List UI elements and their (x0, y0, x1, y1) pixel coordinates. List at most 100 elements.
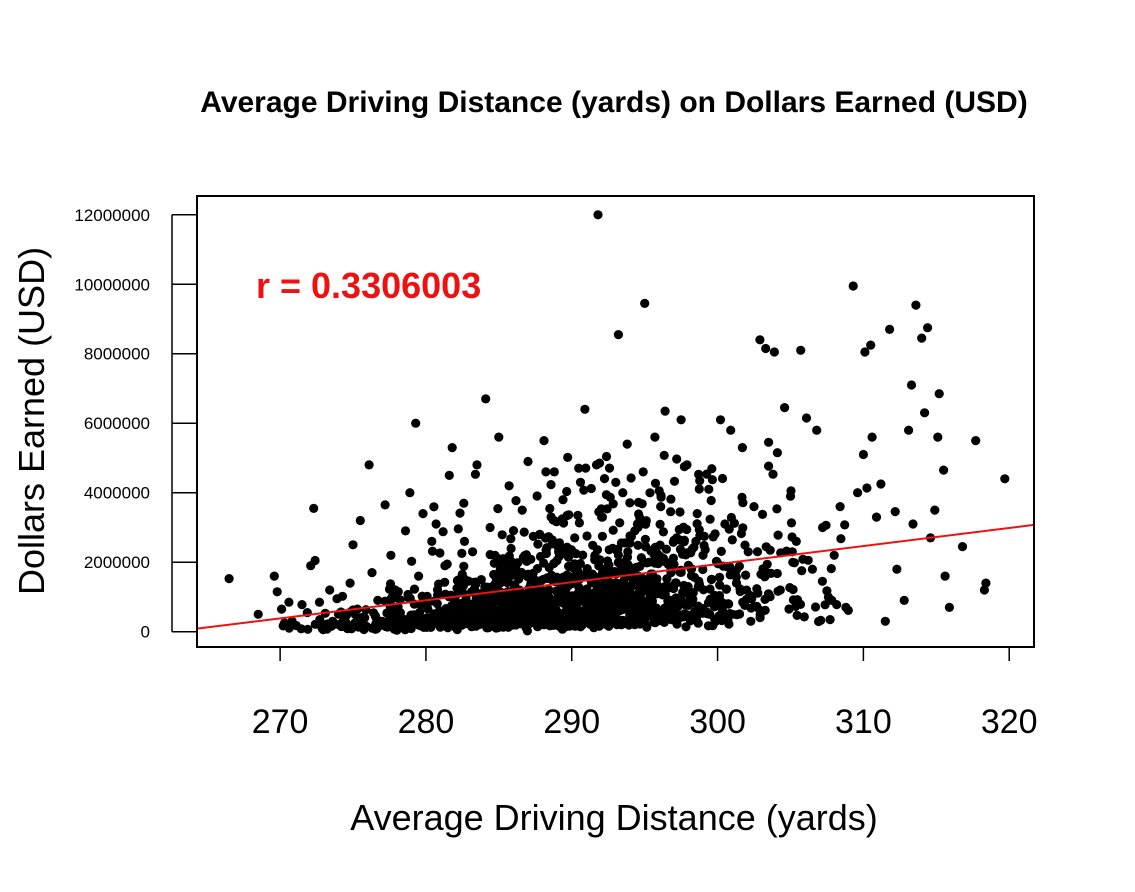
data-point (623, 547, 633, 557)
data-point (775, 585, 785, 595)
data-point (715, 580, 725, 590)
data-point (309, 503, 319, 513)
data-point (469, 584, 479, 594)
data-point (890, 507, 900, 517)
data-point (325, 585, 335, 595)
data-point (658, 527, 669, 537)
data-point (459, 561, 469, 571)
data-point (836, 534, 846, 544)
data-point (704, 484, 714, 494)
data-point (407, 556, 417, 566)
data-point (542, 543, 552, 553)
data-point (506, 543, 516, 554)
data-point (650, 432, 660, 442)
data-point (788, 584, 798, 595)
y-tick-label: 10000000 (74, 275, 150, 294)
data-point (314, 597, 325, 607)
data-point (523, 456, 533, 467)
data-point (652, 589, 662, 599)
data-point (352, 622, 362, 632)
data-point (602, 599, 612, 609)
data-point (655, 519, 665, 529)
data-point (416, 600, 426, 610)
data-point (971, 436, 981, 446)
data-point (620, 538, 630, 548)
chart-title: Average Driving Distance (yards) on Doll… (200, 86, 1027, 119)
data-point (678, 522, 689, 532)
data-point (626, 473, 636, 483)
data-point (459, 574, 470, 584)
data-point (277, 604, 287, 614)
data-point (679, 535, 690, 545)
data-point (706, 495, 716, 506)
data-point (755, 335, 765, 345)
data-point (689, 572, 700, 583)
data-point (930, 505, 940, 515)
data-point (710, 529, 720, 539)
data-point (707, 464, 717, 474)
data-point (820, 600, 830, 610)
data-point (608, 568, 618, 578)
data-point (714, 591, 725, 601)
data-point (253, 609, 263, 619)
data-point (590, 611, 600, 621)
data-point (483, 582, 493, 592)
data-point (586, 483, 596, 494)
data-point (284, 597, 294, 607)
data-point (348, 540, 358, 550)
x-axis-label: Average Driving Distance (yards) (350, 797, 878, 838)
data-point (519, 527, 529, 537)
data-point (625, 498, 635, 508)
data-point (527, 601, 538, 612)
data-point (944, 602, 955, 613)
data-point (564, 592, 574, 602)
data-point (707, 475, 718, 485)
data-point (807, 564, 818, 574)
data-point (481, 394, 491, 404)
data-point (659, 450, 669, 460)
data-point (858, 449, 869, 460)
data-point (390, 585, 400, 595)
data-point (504, 481, 514, 491)
data-point (979, 585, 990, 595)
data-point (860, 347, 870, 357)
data-point (618, 488, 628, 498)
data-point (554, 612, 564, 623)
data-point (543, 573, 554, 584)
data-point (419, 614, 430, 624)
data-point (662, 574, 672, 584)
data-point (670, 578, 681, 588)
data-point (853, 488, 863, 498)
data-point (593, 591, 603, 601)
data-point (726, 425, 736, 435)
data-point (502, 577, 512, 588)
data-point (602, 620, 612, 630)
data-point (611, 477, 621, 487)
data-point (570, 533, 580, 543)
data-point (648, 604, 659, 614)
data-point (682, 460, 692, 470)
data-point (601, 490, 612, 500)
data-point (674, 594, 684, 604)
data-point (672, 533, 682, 543)
data-point (625, 615, 635, 625)
data-point (694, 484, 704, 494)
data-point (577, 591, 588, 601)
data-point (635, 561, 645, 572)
data-point (758, 564, 768, 574)
data-point (574, 518, 585, 528)
data-point (367, 568, 377, 578)
data-point (602, 504, 612, 514)
data-point (546, 480, 556, 490)
data-point (575, 559, 585, 569)
data-point (715, 415, 726, 425)
data-point (563, 452, 573, 462)
x-tick-label: 270 (252, 703, 309, 741)
data-point (364, 460, 374, 470)
data-point (645, 573, 655, 584)
data-point (483, 623, 493, 633)
data-point (742, 585, 752, 595)
data-point (641, 516, 651, 526)
data-point (840, 520, 850, 530)
data-point (591, 460, 602, 470)
